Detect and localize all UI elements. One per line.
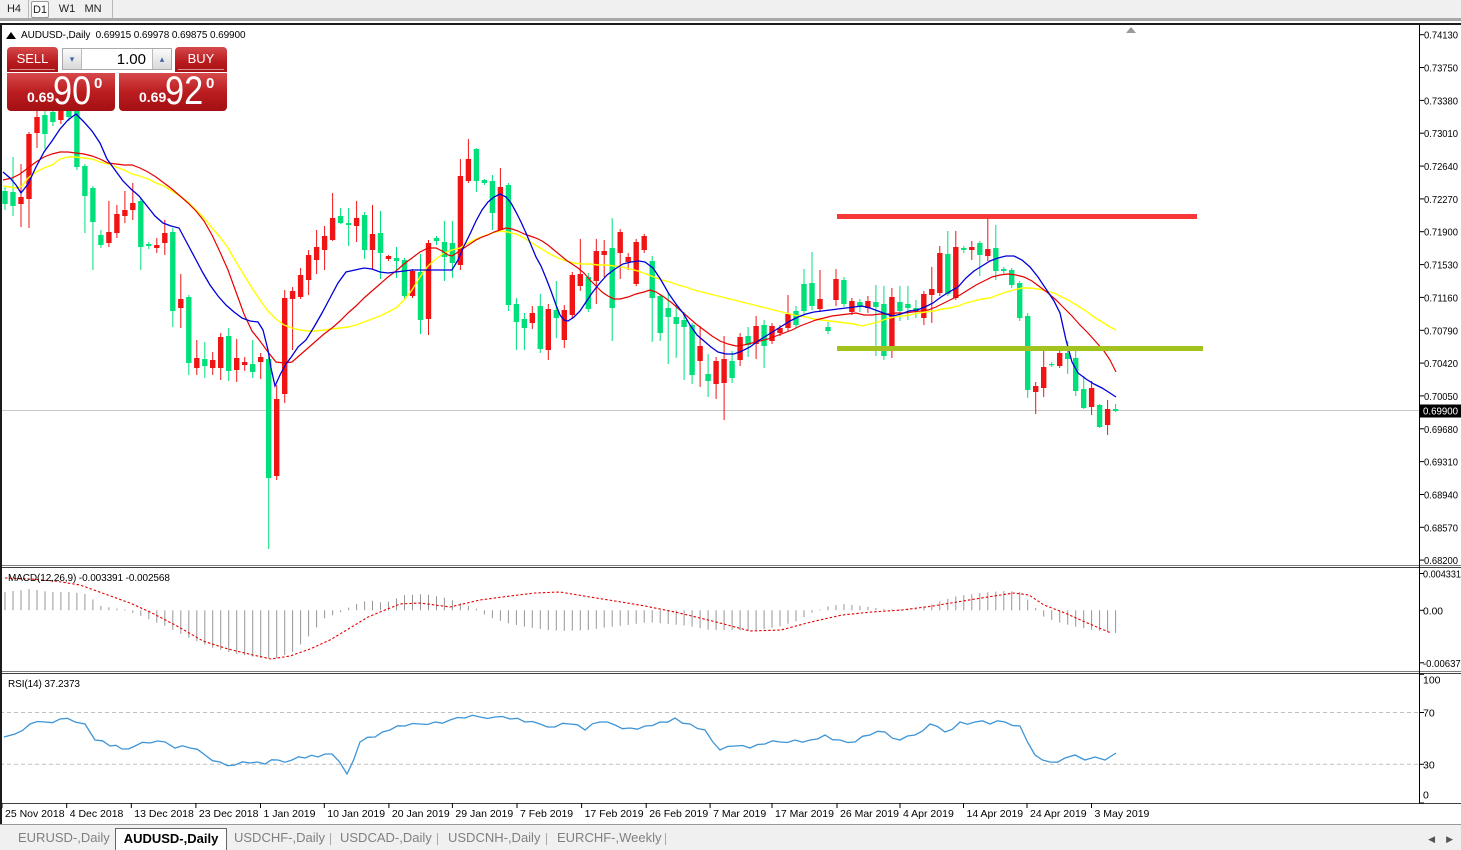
- svg-text:29 Jan 2019: 29 Jan 2019: [455, 808, 513, 820]
- svg-text:0.74130: 0.74130: [1424, 30, 1458, 42]
- svg-text:0.73010: 0.73010: [1424, 128, 1458, 140]
- svg-text:0.73380: 0.73380: [1424, 95, 1458, 107]
- svg-text:0.71530: 0.71530: [1424, 260, 1458, 272]
- svg-text:0.72640: 0.72640: [1424, 161, 1458, 173]
- svg-text:0.68200: 0.68200: [1424, 555, 1458, 567]
- svg-text:17 Mar 2019: 17 Mar 2019: [775, 808, 834, 820]
- svg-text:0.69900: 0.69900: [1423, 406, 1458, 418]
- svg-text:4 Apr 2019: 4 Apr 2019: [903, 808, 954, 820]
- svg-text:26 Feb 2019: 26 Feb 2019: [649, 808, 708, 820]
- svg-text:0.70050: 0.70050: [1424, 391, 1458, 403]
- svg-text:0.68940: 0.68940: [1424, 490, 1458, 502]
- svg-text:0.69680: 0.69680: [1424, 424, 1458, 436]
- svg-text:0.004331: 0.004331: [1423, 569, 1461, 581]
- svg-text:10 Jan 2019: 10 Jan 2019: [327, 808, 385, 820]
- svg-text:100: 100: [1423, 675, 1441, 687]
- svg-text:4 Dec 2018: 4 Dec 2018: [70, 808, 124, 820]
- svg-text:1 Jan 2019: 1 Jan 2019: [264, 808, 316, 820]
- svg-text:-0.006373: -0.006373: [1423, 658, 1461, 670]
- svg-text:30: 30: [1423, 759, 1435, 771]
- svg-text:0.72270: 0.72270: [1424, 194, 1458, 206]
- svg-text:25 Nov 2018: 25 Nov 2018: [5, 808, 65, 820]
- svg-text:26 Mar 2019: 26 Mar 2019: [840, 808, 899, 820]
- svg-text:0: 0: [1423, 790, 1429, 802]
- svg-text:0.00: 0.00: [1423, 605, 1443, 617]
- svg-text:7 Feb 2019: 7 Feb 2019: [520, 808, 573, 820]
- svg-text:17 Feb 2019: 17 Feb 2019: [585, 808, 644, 820]
- svg-text:13 Dec 2018: 13 Dec 2018: [134, 808, 194, 820]
- svg-text:23 Dec 2018: 23 Dec 2018: [199, 808, 259, 820]
- svg-text:14 Apr 2019: 14 Apr 2019: [967, 808, 1024, 820]
- svg-text:70: 70: [1423, 708, 1435, 720]
- svg-text:0.71160: 0.71160: [1424, 292, 1458, 304]
- svg-text:24 Apr 2019: 24 Apr 2019: [1030, 808, 1087, 820]
- svg-text:0.70790: 0.70790: [1424, 325, 1458, 337]
- svg-text:3 May 2019: 3 May 2019: [1095, 808, 1150, 820]
- svg-text:0.73750: 0.73750: [1424, 63, 1458, 75]
- svg-text:0.71900: 0.71900: [1424, 227, 1458, 239]
- svg-text:7 Mar 2019: 7 Mar 2019: [713, 808, 766, 820]
- svg-text:0.68570: 0.68570: [1424, 522, 1458, 534]
- svg-text:0.70420: 0.70420: [1424, 358, 1458, 370]
- svg-text:20 Jan 2019: 20 Jan 2019: [392, 808, 450, 820]
- svg-text:0.69310: 0.69310: [1424, 457, 1458, 469]
